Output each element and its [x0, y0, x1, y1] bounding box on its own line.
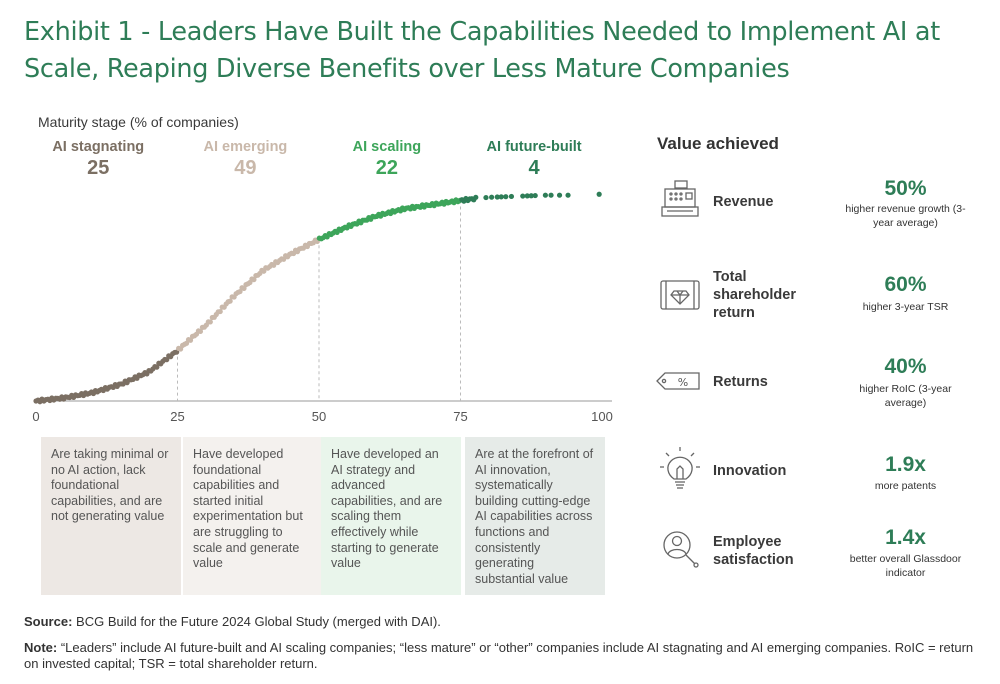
company-point	[532, 192, 538, 199]
value-row-returns: % Returns 40% higher RoIC (3-year averag…	[655, 355, 990, 429]
note-label: Note:	[24, 640, 58, 655]
x-tick-label: 100	[591, 409, 613, 424]
footnote: Note: “Leaders” include AI future-built …	[24, 640, 984, 672]
company-point	[548, 192, 554, 198]
company-point	[556, 192, 563, 198]
diamond-case-icon	[660, 280, 700, 310]
company-point	[473, 194, 479, 200]
company-point	[542, 192, 549, 198]
company-point	[565, 192, 571, 198]
value-row-tsr: Total shareholder return 60% higher 3-ye…	[655, 269, 990, 341]
value-number: 60%	[884, 273, 927, 296]
x-tick-label: 50	[312, 409, 326, 424]
company-point	[187, 337, 194, 343]
value-description: higher revenue growth (3-year average)	[845, 203, 966, 229]
company-point	[494, 194, 500, 200]
stage-percent: 49	[234, 157, 257, 179]
company-point	[207, 319, 213, 325]
value-description: higher 3-year TSR	[862, 301, 949, 313]
value-description: more patents	[874, 480, 937, 492]
company-point	[217, 308, 223, 315]
x-tick-label: 0	[32, 409, 39, 424]
company-point	[489, 194, 495, 200]
company-point	[524, 193, 530, 199]
stage-ai-emerging: AI emerging 49	[165, 138, 325, 180]
svg-text:%: %	[678, 376, 688, 389]
value-number: 50%	[884, 177, 927, 200]
stage-ai-future-built: AI future-built 4	[454, 138, 614, 180]
company-point	[227, 298, 233, 304]
source-note: Source: BCG Build for the Future 2024 Gl…	[24, 614, 441, 629]
cash-register-icon	[661, 180, 699, 217]
value-row-innovation: Innovation 1.9x more patents	[655, 445, 990, 515]
value-description: better overall Glassdoor indicator	[849, 553, 962, 579]
x-tick-label: 75	[453, 409, 467, 424]
employee-icon	[663, 531, 699, 568]
maturity-curve-chart: 0 25 50 75 100	[32, 191, 613, 424]
value-number: 40%	[884, 355, 927, 378]
page-title: Exhibit 1 - Leaders Have Built the Capab…	[24, 17, 940, 84]
stage-description-stagnating: Are taking minimal or no AI action, lack…	[41, 437, 181, 595]
stage-ai-stagnating: AI stagnating 25	[18, 138, 178, 180]
value-number: 1.4x	[885, 526, 926, 549]
value-label: Innovation	[713, 463, 787, 479]
stage-name: AI stagnating	[52, 139, 145, 155]
company-point	[197, 328, 204, 335]
x-tick-label: 25	[170, 409, 184, 424]
stage-name: AI future-built	[486, 139, 582, 155]
value-label: Total shareholder return	[713, 269, 796, 321]
note-text: “Leaders” include AI future-built and AI…	[24, 640, 974, 671]
stage-name: AI emerging	[203, 139, 288, 155]
value-label: Revenue	[713, 194, 774, 210]
value-label: Returns	[713, 374, 768, 390]
stage-description-future-built: Are at the forefront of AI innovation, s…	[465, 437, 605, 595]
company-point	[498, 194, 504, 200]
company-point	[596, 191, 602, 197]
company-point	[237, 288, 243, 295]
stage-percent: 22	[375, 157, 399, 179]
company-point	[483, 194, 489, 201]
value-label: Employee satisfaction	[713, 534, 794, 568]
lightbulb-icon	[660, 447, 700, 489]
company-point	[154, 364, 160, 370]
stage-name: AI scaling	[352, 139, 422, 155]
percent-tag-icon: %	[656, 372, 700, 390]
chart-axis-label: Maturity stage (% of companies)	[38, 114, 239, 130]
value-number: 1.9x	[885, 453, 926, 476]
source-text: BCG Build for the Future 2024 Global Stu…	[76, 614, 441, 629]
stage-ai-scaling: AI scaling 22	[307, 138, 467, 180]
company-point	[503, 194, 509, 200]
company-point	[251, 277, 257, 283]
stage-percent: 25	[87, 157, 110, 179]
source-label: Source:	[24, 614, 73, 629]
company-point	[528, 193, 534, 199]
value-row-employee-satisfaction: Employee satisfaction 1.4x better overal…	[655, 525, 990, 595]
company-point	[508, 193, 515, 200]
value-description: higher RoIC (3-year average)	[859, 383, 952, 409]
value-row-revenue: Revenue 50% higher revenue growth (3-yea…	[655, 177, 990, 248]
value-achieved-title: Value achieved	[657, 134, 779, 153]
stage-description-scaling: Have developed an AI strategy and advanc…	[321, 437, 461, 595]
stage-percent: 4	[528, 157, 540, 179]
stage-description-emerging: Have developed foundational capabilities…	[183, 437, 323, 595]
company-point	[520, 193, 526, 199]
